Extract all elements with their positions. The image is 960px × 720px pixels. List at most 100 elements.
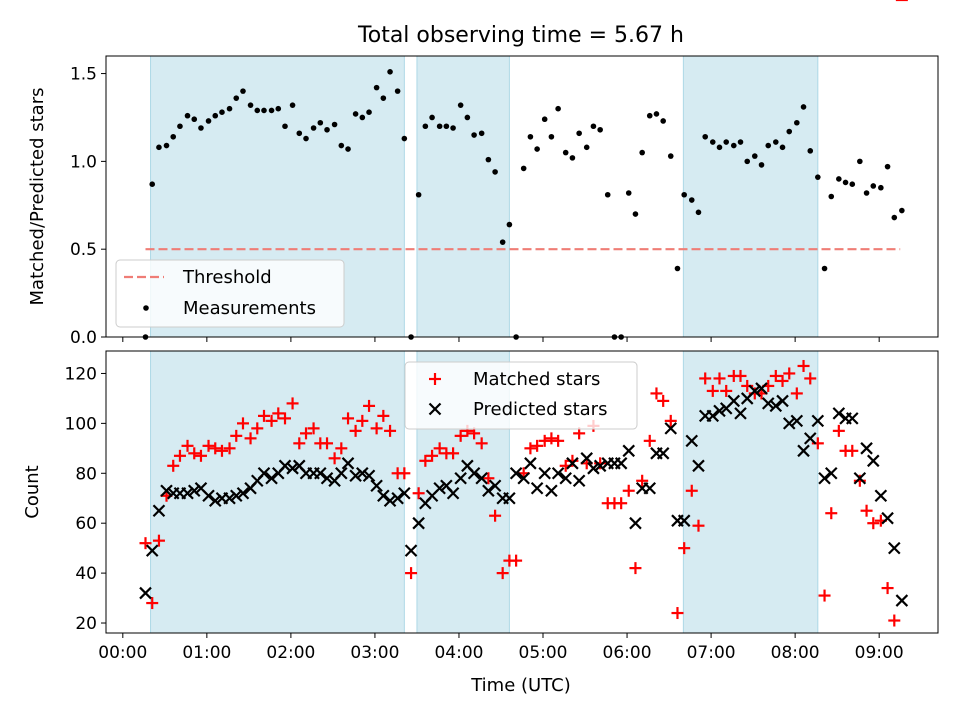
measurement-point	[401, 135, 408, 142]
predicted-stars-marker	[818, 471, 831, 485]
predicted-stars-marker	[517, 471, 530, 485]
measurement-point	[184, 112, 191, 119]
ratio-observing-window	[416, 55, 510, 338]
predicted-stars-marker	[265, 471, 278, 485]
measurement-point	[457, 102, 464, 108]
matched-stars-marker	[881, 582, 894, 595]
count-plot-frame	[105, 350, 939, 634]
measurement-point	[394, 88, 401, 94]
count-ytick-label: 80	[75, 464, 97, 484]
predicted-stars-marker	[145, 544, 159, 557]
measurement-point	[338, 142, 345, 149]
predicted-stars-marker	[187, 484, 201, 498]
measurement-point	[597, 126, 603, 133]
measurement-point	[555, 105, 561, 112]
measurement-point	[443, 123, 450, 130]
matched-stars-marker	[272, 407, 285, 420]
matched-stars-marker	[846, 444, 859, 457]
measurement-point	[681, 191, 687, 198]
measurement-point	[310, 125, 317, 131]
legend-measurements-swatch	[143, 305, 149, 311]
predicted-stars-marker	[727, 394, 741, 408]
measurement-point	[863, 190, 870, 196]
predicted-stars-marker	[734, 407, 747, 420]
predicted-stars-marker	[152, 504, 166, 517]
measurement-point	[815, 174, 821, 180]
matched-stars-marker	[699, 372, 712, 385]
predicted-stars-marker	[566, 457, 579, 470]
matched-stars-marker	[545, 432, 558, 445]
matched-stars-marker	[398, 467, 411, 480]
measurement-point	[345, 146, 351, 152]
measurement-point	[156, 144, 162, 151]
measurement-point	[506, 221, 513, 228]
measurement-point	[296, 130, 303, 137]
matched-stars-marker	[335, 442, 348, 455]
predicted-stars-marker	[713, 404, 726, 418]
matched-stars-marker	[622, 484, 635, 497]
measurement-point	[695, 209, 702, 216]
x-axis-label: Time (UTC)	[470, 675, 571, 696]
matched-stars-marker	[363, 399, 376, 412]
matched-stars-marker	[643, 434, 656, 447]
measurement-point	[289, 102, 296, 108]
measurement-point	[870, 183, 877, 189]
measurement-point	[499, 239, 506, 245]
measurement-point	[275, 105, 282, 112]
predicted-stars-marker	[229, 489, 243, 503]
ratio-ytick-label: 0.5	[70, 240, 97, 260]
matched-stars-marker	[650, 387, 663, 400]
ratio-y-axis-label: Matched/Predicted stars	[27, 88, 48, 306]
matched-stars-marker	[300, 427, 313, 440]
measurement-point	[163, 142, 170, 149]
matched-stars-marker	[678, 542, 691, 555]
matched-stars-marker	[152, 534, 165, 547]
measurement-point	[709, 139, 716, 145]
predicted-stars-marker	[761, 397, 775, 410]
measurement-point	[212, 112, 219, 119]
matched-stars-marker	[349, 424, 362, 437]
measurement-point	[891, 214, 898, 221]
count-xtick-label: 02:00	[266, 643, 315, 663]
measurement-point	[198, 125, 204, 131]
predicted-stars-marker	[362, 469, 376, 483]
predicted-stars-marker	[524, 457, 537, 470]
matched-stars-marker	[236, 417, 249, 430]
count-xtick-label: 09:00	[855, 643, 904, 663]
matched-stars-marker	[257, 409, 270, 422]
measurement-point	[254, 107, 261, 114]
matched-stars-marker	[370, 422, 383, 435]
matched-stars-marker	[419, 454, 432, 467]
measurement-point	[331, 121, 338, 128]
predicted-stars-marker	[446, 486, 460, 500]
count-ytick-label: 40	[75, 564, 97, 584]
predicted-stars-marker	[776, 394, 789, 408]
matched-stars-marker	[769, 369, 782, 382]
legend-predicted-swatch	[428, 402, 442, 416]
legend-measurements-label: Measurements	[183, 298, 316, 319]
measurement-point	[800, 104, 807, 110]
measurement-point	[317, 119, 324, 126]
measurement-point	[415, 191, 422, 198]
predicted-stars-marker	[888, 541, 901, 555]
predicted-stars-marker	[377, 489, 390, 503]
measurement-point	[857, 158, 863, 165]
measurement-point	[485, 156, 492, 163]
measurement-point	[170, 133, 177, 140]
predicted-stars-marker	[341, 457, 355, 470]
count-y-axis-label: Count	[22, 465, 43, 518]
matched-stars-marker	[405, 567, 418, 580]
measurement-point	[821, 265, 828, 272]
measurement-point	[548, 133, 555, 140]
measurement-point	[723, 139, 730, 145]
matched-stars-marker	[293, 437, 306, 450]
measurement-point	[177, 123, 183, 130]
measurement-point	[366, 109, 372, 115]
matched-stars-marker	[713, 372, 726, 385]
predicted-stars-marker	[593, 459, 607, 473]
measurement-point	[794, 119, 800, 126]
predicted-stars-marker	[349, 469, 362, 483]
count-legend: Matched stars Predicted stars	[404, 361, 638, 430]
matched-stars-marker	[629, 562, 642, 575]
measurement-point	[562, 149, 569, 156]
